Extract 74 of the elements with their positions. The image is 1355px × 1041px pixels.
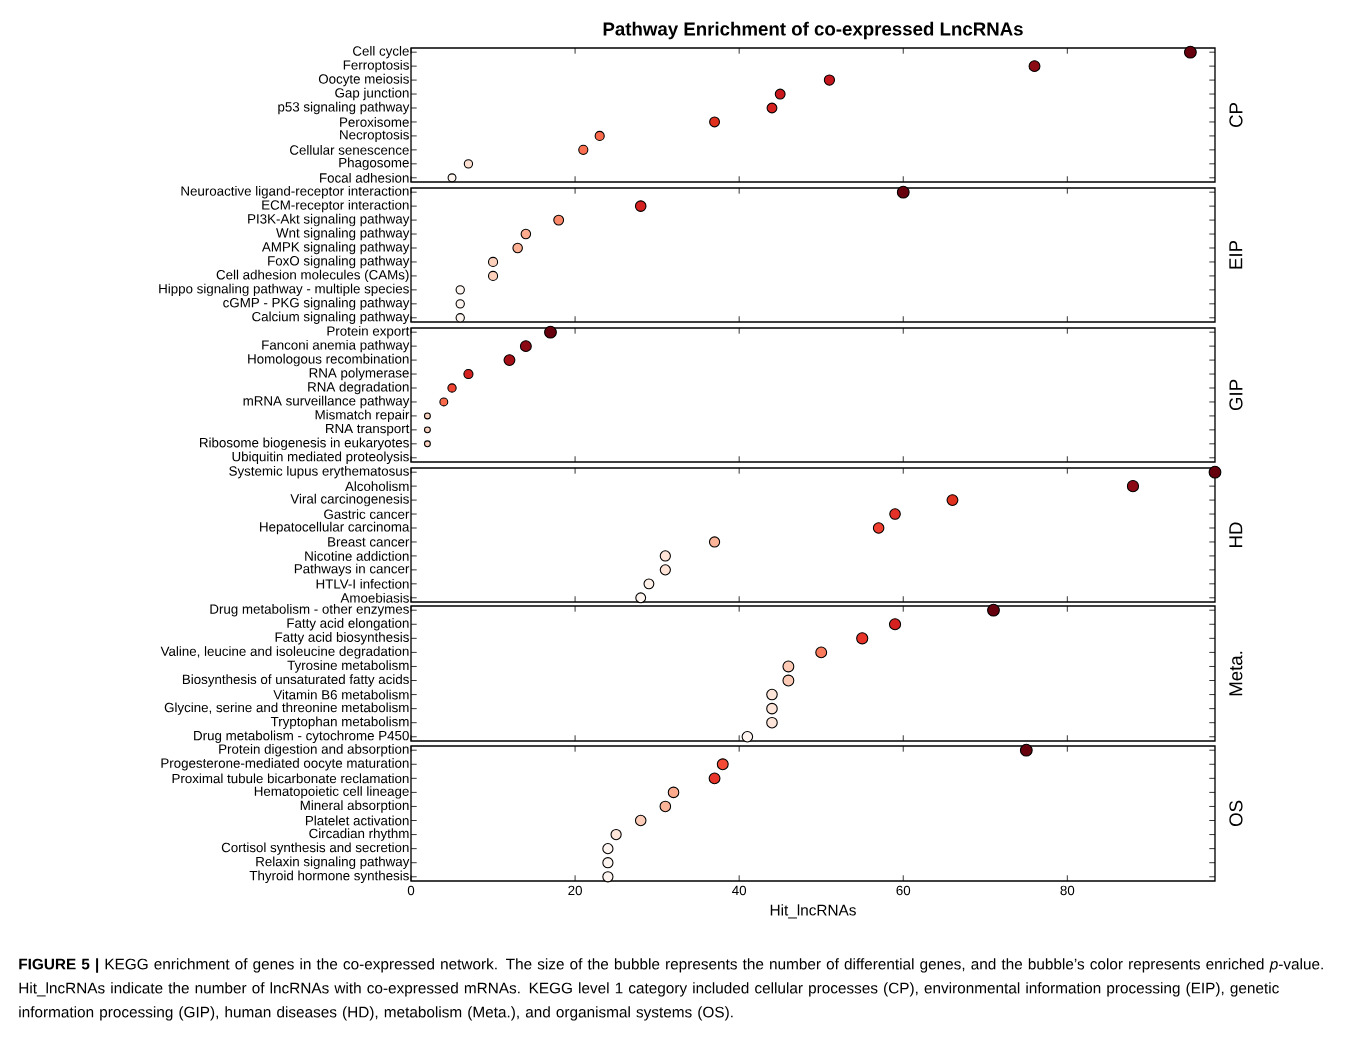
y-tick-label: cGMP - PKG signaling pathway [223, 297, 410, 311]
y-tick-label: p53 signaling pathway [278, 101, 410, 115]
y-tick-label: Viral carcinogenesis [290, 493, 409, 507]
x-tick-label: 0 [407, 885, 415, 896]
y-tick-label: Amoebiasis [340, 592, 409, 603]
y-axis-title: CP [1229, 102, 1243, 127]
y-axis-title: Meta. [1229, 651, 1243, 696]
y-tick-label: Breast cancer [328, 537, 410, 547]
y-tick-label: Cell cycle [353, 45, 409, 59]
y-tick-label: Focal adhesion [320, 172, 409, 183]
y-tick-label: Mineral absorption [300, 800, 409, 813]
y-axis-title: EIP [1229, 240, 1243, 269]
x-tick-label: 40 [732, 885, 747, 896]
y-tick-label: Ferroptosis [343, 59, 409, 73]
y-tick-label: Necroptosis [340, 129, 409, 143]
y-tick-label: Fatty acid biosynthesis [275, 632, 409, 645]
y-tick-label: Protein digestion and absorption [219, 743, 409, 757]
y-tick-label: Systemic lupus erythematosus [229, 465, 409, 479]
y-tick-label: Oocyte meiosis [318, 73, 409, 87]
y-tick-label: Biosynthesis of unsaturated fatty acids [182, 674, 409, 687]
y-tick-label: AMPK signaling pathway [261, 241, 410, 255]
y-tick-label: Ubiquitin mediated proteolysis [232, 451, 409, 464]
y-axis-title: HD [1229, 522, 1243, 547]
y-tick-label: ECM-receptor interaction [262, 199, 409, 213]
y-tick-label: Tyrosine metabolism [287, 660, 409, 673]
y-tick-label: RNA degradation [308, 381, 409, 395]
y-tick-label: mRNA surveillance pathway [243, 395, 410, 409]
y-axis-title: OS [1229, 800, 1243, 827]
y-tick-label: Alcoholism [344, 481, 409, 492]
y-tick-label: Cortisol synthesis and secretion [221, 842, 409, 855]
x-axis-title: Hit_lncRNAs [770, 904, 856, 919]
y-tick-label: Drug metabolism - cytochrome P450 [194, 730, 409, 743]
y-tick-label: Platelet activation [305, 815, 409, 826]
y-tick-label: Cell adhesion molecules (CAMs) [216, 269, 409, 283]
y-tick-label: RNA polymerase [309, 367, 409, 381]
y-tick-label: Gap junction [335, 87, 409, 101]
y-axis-title: GIP [1229, 379, 1243, 411]
y-tick-label: RNA transport [326, 423, 410, 436]
y-tick-label: Fanconi anemia pathway [262, 339, 410, 353]
y-tick-label: Proximal tubule bicarbonate reclamation [172, 773, 409, 784]
y-tick-label: Glycine, serine and threonine metabolism [164, 702, 409, 715]
y-tick-label: Cellular senescence [290, 144, 409, 155]
y-tick-label: Hippo signaling pathway - multiple species [159, 283, 409, 297]
x-tick-label: 20 [568, 885, 582, 896]
y-tick-label: Fatty acid elongation [287, 618, 409, 631]
chart-title: Pathway Enrichment of co-expressed LncRNAs [603, 21, 1023, 40]
y-tick-label: Valine, leucine and isoleucine degradation [160, 646, 409, 659]
y-tick-label: Relaxin signaling pathway [256, 856, 410, 869]
y-tick-label: Circadian rhythm [309, 828, 409, 841]
y-tick-label: Wnt signaling pathway [276, 227, 410, 241]
y-tick-label: Homologous recombination [248, 353, 409, 367]
y-tick-label: Drug metabolism - other enzymes [210, 603, 409, 617]
y-tick-label: Gastric cancer [324, 509, 410, 519]
y-tick-label: Phagosome [339, 157, 409, 171]
y-tick-label: Hepatocellular carcinoma [260, 521, 410, 535]
y-tick-label: Calcium signaling pathway [252, 311, 410, 324]
y-tick-label: Nicotine addiction [305, 551, 409, 561]
y-tick-label: Peroxisome [340, 117, 409, 127]
y-tick-label: Mismatch repair [315, 409, 410, 423]
y-tick-label: Neuroactive ligand-receptor interaction [181, 185, 409, 199]
y-tick-label: HTLV-I infection [316, 578, 409, 589]
y-tick-label: PI3K-Akt signaling pathway [248, 213, 410, 227]
y-tick-label: Thyroid hormone synthesis [249, 870, 409, 883]
y-tick-label: Progesterone-mediated oocyte maturation [161, 758, 409, 771]
x-tick-label: 80 [1060, 885, 1075, 896]
y-tick-label: Vitamin B6 metabolism [273, 689, 409, 700]
y-tick-label: Protein export [327, 325, 410, 339]
y-tick-label: Pathways in cancer [294, 563, 410, 577]
text: FIGURE 5 | KEGG enrichment of genes in the co-expressed network. The size of the bubble represents the number of differential genes, and the bubble’s color represents enriched p-value. Hit_lncRNAs indicate the number of lncRNAs with co-expressed mRNAs. KEGG level 1 category included cellular processes (CP), environmental information processing (EIP), genetic information processing (GIP), human diseases (HD), metabolism (Meta.), and organismal systems (OS). [19, 958, 1323, 1021]
x-tick-label: 60 [896, 885, 911, 896]
y-tick-label: Ribosome biogenesis in eukaryotes [200, 437, 409, 451]
y-tick-label: Tryptophan metabolism [270, 716, 409, 729]
y-tick-label: FoxO signaling pathway [268, 255, 410, 269]
y-tick-label: Hematopoietic cell lineage [254, 786, 409, 799]
